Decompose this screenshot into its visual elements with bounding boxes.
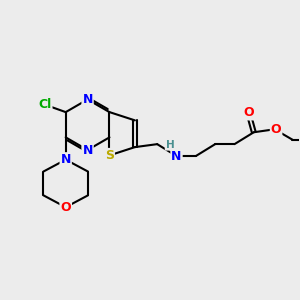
Text: N: N — [82, 93, 93, 106]
Text: O: O — [243, 106, 254, 119]
Text: N: N — [61, 153, 71, 166]
Text: S: S — [105, 149, 114, 162]
Text: O: O — [271, 123, 281, 136]
Text: Cl: Cl — [38, 98, 52, 111]
Text: N: N — [171, 149, 182, 163]
Text: O: O — [60, 201, 71, 214]
Text: N: N — [82, 143, 93, 157]
Text: H: H — [166, 140, 174, 150]
